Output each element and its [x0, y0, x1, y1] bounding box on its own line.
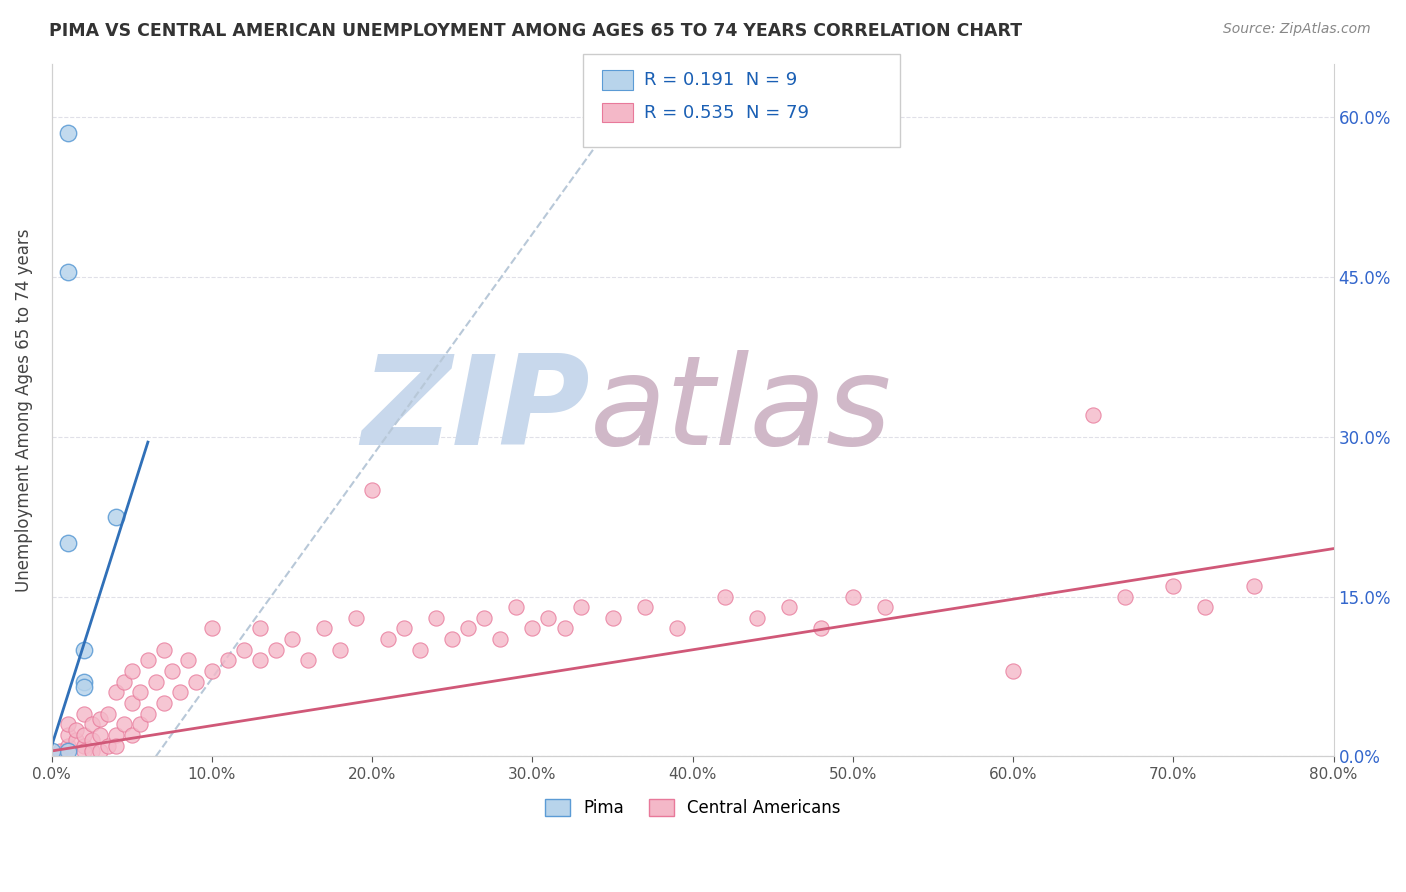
- Point: [153, 642, 176, 657]
- Point: [314, 622, 336, 636]
- Text: R = 0.191  N = 9: R = 0.191 N = 9: [644, 71, 797, 89]
- Point: [665, 622, 688, 636]
- Text: atlas: atlas: [591, 350, 893, 471]
- Point: [873, 600, 896, 615]
- Point: [89, 744, 111, 758]
- Point: [80, 733, 103, 747]
- Point: [537, 611, 560, 625]
- Point: [56, 265, 79, 279]
- Point: [49, 744, 72, 758]
- Point: [1163, 579, 1185, 593]
- Point: [329, 642, 352, 657]
- Point: [425, 611, 447, 625]
- Point: [56, 536, 79, 550]
- Point: [474, 611, 496, 625]
- Point: [56, 728, 79, 742]
- Point: [128, 685, 150, 699]
- Point: [65, 723, 87, 737]
- Point: [121, 664, 143, 678]
- Point: [297, 653, 319, 667]
- Point: [128, 717, 150, 731]
- Point: [73, 674, 96, 689]
- Legend: Pima, Central Americans: Pima, Central Americans: [538, 793, 848, 824]
- Point: [441, 632, 464, 647]
- Point: [56, 717, 79, 731]
- Point: [409, 642, 432, 657]
- Point: [112, 674, 135, 689]
- Point: [745, 611, 768, 625]
- Point: [569, 600, 592, 615]
- Point: [56, 744, 79, 758]
- Point: [73, 642, 96, 657]
- Point: [80, 744, 103, 758]
- Point: [73, 728, 96, 742]
- Point: [169, 685, 191, 699]
- Point: [778, 600, 800, 615]
- Point: [73, 739, 96, 753]
- Point: [633, 600, 655, 615]
- Point: [41, 744, 63, 758]
- Point: [344, 611, 367, 625]
- Point: [89, 728, 111, 742]
- Point: [522, 622, 544, 636]
- Point: [249, 653, 271, 667]
- Point: [104, 509, 127, 524]
- Point: [73, 680, 96, 694]
- Text: PIMA VS CENTRAL AMERICAN UNEMPLOYMENT AMONG AGES 65 TO 74 YEARS CORRELATION CHAR: PIMA VS CENTRAL AMERICAN UNEMPLOYMENT AM…: [49, 22, 1022, 40]
- Point: [602, 611, 624, 625]
- Text: R = 0.535  N = 79: R = 0.535 N = 79: [644, 104, 808, 122]
- Point: [97, 739, 120, 753]
- Point: [505, 600, 527, 615]
- Point: [121, 696, 143, 710]
- Point: [136, 706, 159, 721]
- Point: [1083, 409, 1105, 423]
- Point: [201, 622, 224, 636]
- Point: [153, 696, 176, 710]
- Point: [184, 674, 207, 689]
- Point: [121, 728, 143, 742]
- Point: [281, 632, 304, 647]
- Point: [104, 739, 127, 753]
- Point: [553, 622, 575, 636]
- Text: ZIP: ZIP: [361, 350, 591, 471]
- Point: [1243, 579, 1265, 593]
- Point: [1114, 590, 1136, 604]
- Point: [104, 685, 127, 699]
- Point: [73, 744, 96, 758]
- Point: [56, 744, 79, 758]
- Point: [377, 632, 399, 647]
- Y-axis label: Unemployment Among Ages 65 to 74 years: Unemployment Among Ages 65 to 74 years: [15, 228, 32, 592]
- Point: [177, 653, 200, 667]
- Point: [361, 483, 384, 497]
- Point: [80, 717, 103, 731]
- Point: [217, 653, 239, 667]
- Point: [489, 632, 512, 647]
- Point: [201, 664, 224, 678]
- Point: [56, 126, 79, 140]
- Point: [810, 622, 832, 636]
- Point: [160, 664, 183, 678]
- Point: [136, 653, 159, 667]
- Point: [713, 590, 735, 604]
- Text: Source: ZipAtlas.com: Source: ZipAtlas.com: [1223, 22, 1371, 37]
- Point: [89, 712, 111, 726]
- Point: [56, 739, 79, 753]
- Point: [112, 717, 135, 731]
- Point: [1194, 600, 1216, 615]
- Point: [233, 642, 256, 657]
- Point: [145, 674, 167, 689]
- Point: [249, 622, 271, 636]
- Point: [394, 622, 416, 636]
- Point: [457, 622, 479, 636]
- Point: [73, 706, 96, 721]
- Point: [65, 733, 87, 747]
- Point: [1002, 664, 1025, 678]
- Point: [842, 590, 865, 604]
- Point: [97, 706, 120, 721]
- Point: [104, 728, 127, 742]
- Point: [264, 642, 287, 657]
